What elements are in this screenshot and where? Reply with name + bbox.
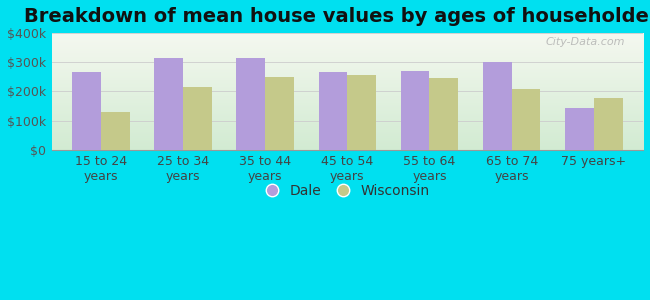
Bar	[72, 73, 101, 150]
Bar	[430, 78, 458, 150]
Bar	[154, 58, 183, 150]
Bar	[593, 98, 623, 150]
Bar	[512, 88, 540, 150]
Bar	[318, 73, 347, 150]
Bar	[483, 62, 512, 150]
Bar	[265, 77, 294, 150]
Bar	[347, 75, 376, 150]
Bar	[565, 107, 593, 150]
Bar	[237, 58, 265, 150]
Bar	[101, 112, 129, 150]
Title: Breakdown of mean house values by ages of householders: Breakdown of mean house values by ages o…	[24, 7, 650, 26]
Bar	[401, 71, 430, 150]
Text: City-Data.com: City-Data.com	[546, 37, 625, 46]
Legend: Dale, Wisconsin: Dale, Wisconsin	[259, 178, 436, 204]
Bar	[183, 87, 212, 150]
